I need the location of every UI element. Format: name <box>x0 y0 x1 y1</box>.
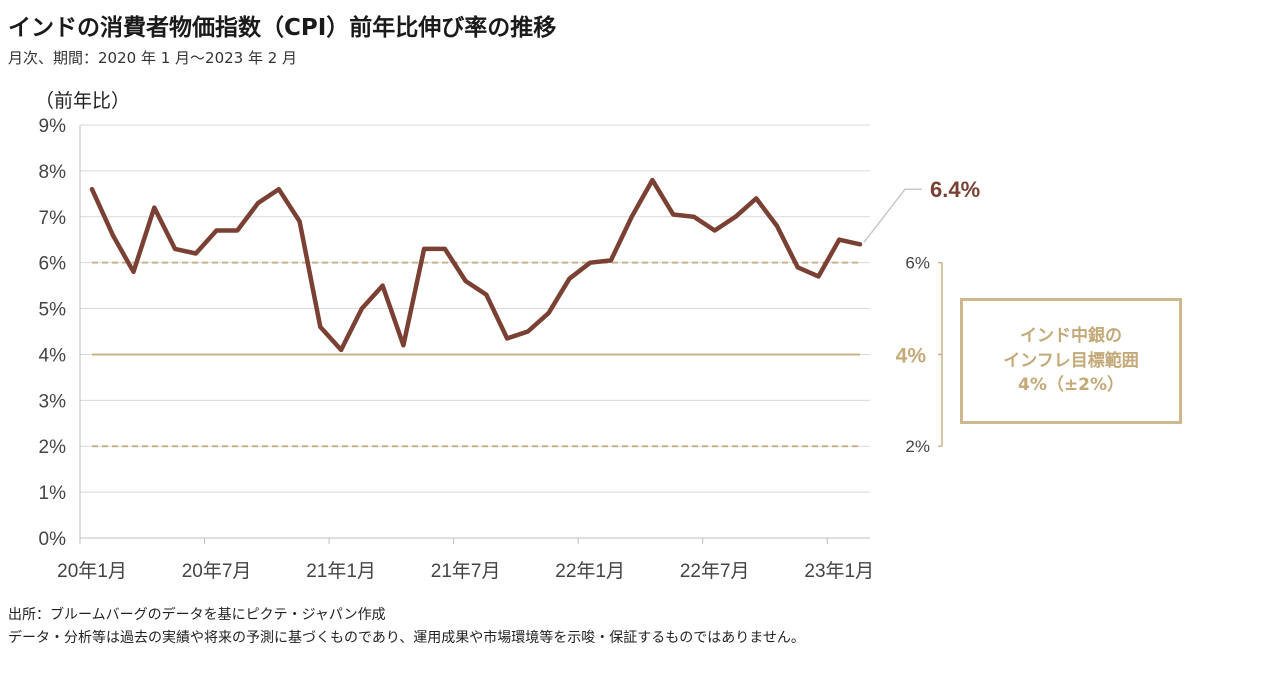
target-box-line3: 4%（±2%） <box>1018 375 1124 396</box>
inflation-target-box: インド中銀の インフレ目標範囲 4%（±2%） <box>960 298 1182 424</box>
y-tick-label: 9% <box>39 116 67 137</box>
y-tick-label: 7% <box>39 208 67 229</box>
x-tick-label: 20年7月 <box>182 560 252 582</box>
y-tick-label: 8% <box>39 162 67 183</box>
y-tick-label: 3% <box>39 391 67 412</box>
chart-subtitle: 月次、期間：2020 年 1 月～2023 年 2 月 <box>8 49 298 67</box>
x-tick-label: 22年1月 <box>555 560 625 582</box>
data-point <box>691 214 696 219</box>
data-point <box>837 237 842 242</box>
target-upper-label: 6% <box>905 254 930 273</box>
data-point <box>401 343 406 348</box>
data-point <box>380 283 385 288</box>
data-point <box>193 251 198 256</box>
x-tick-label: 20年1月 <box>57 560 127 582</box>
data-point <box>567 276 572 281</box>
y-tick-label: 1% <box>39 483 67 504</box>
data-point <box>297 219 302 224</box>
data-point <box>629 214 634 219</box>
data-point <box>608 258 613 263</box>
x-tick-label: 23年1月 <box>804 560 874 582</box>
target-box-line1: インド中銀の <box>1020 326 1122 347</box>
data-point <box>318 324 323 329</box>
y-tick-label: 2% <box>39 437 67 458</box>
x-tick-label: 21年1月 <box>306 560 376 582</box>
data-point <box>671 212 676 217</box>
data-point <box>173 246 178 251</box>
data-point <box>588 260 593 265</box>
y-tick-label: 0% <box>39 529 67 550</box>
disclaimer-note: データ・分析等は過去の実績や将来の予測に基づくものであり、運用成果や市場環境等を… <box>8 630 805 646</box>
data-point <box>733 214 738 219</box>
data-point <box>235 228 240 233</box>
data-point <box>339 347 344 352</box>
cpi-series-line <box>89 177 863 353</box>
last-value-label: 6.4% <box>930 177 980 202</box>
data-point <box>650 178 655 183</box>
data-point <box>90 187 94 192</box>
x-tick-label: 21年7月 <box>431 560 501 582</box>
data-point <box>795 265 800 270</box>
y-tick-label: 4% <box>39 345 67 366</box>
y-tick-label: 6% <box>39 254 67 275</box>
chart-title: インドの消費者物価指数（CPI）前年比伸び率の推移 <box>8 15 557 41</box>
data-point <box>816 274 821 279</box>
target-center-label: 4% <box>896 344 927 367</box>
data-point <box>131 269 136 274</box>
y-axis-label: （前年比） <box>35 90 130 112</box>
data-point <box>505 336 510 341</box>
data-point <box>359 306 364 311</box>
data-point <box>774 223 779 228</box>
x-tick-label: 22年7月 <box>680 560 750 582</box>
data-point <box>276 187 281 192</box>
data-point <box>422 246 427 251</box>
cpi-line-chart: 0% 1% 2% 3% 4% 5% 6% 7% 8% 9% （前年比） 20年1月 20年7月 21年1月… <box>35 90 980 582</box>
data-point <box>712 228 717 233</box>
target-box-line2: インフレ目標範囲 <box>1003 350 1139 371</box>
data-point <box>858 242 862 247</box>
data-point <box>214 228 219 233</box>
data-point <box>256 201 261 206</box>
last-value-leader <box>863 188 922 243</box>
data-point <box>525 329 530 334</box>
data-point <box>546 311 551 316</box>
data-point <box>152 205 157 210</box>
y-tick-label: 5% <box>39 300 67 321</box>
data-point <box>110 233 115 238</box>
source-note: 出所：ブルームバーグのデータを基にピクテ・ジャパン作成 <box>8 607 386 623</box>
data-point <box>754 196 759 201</box>
data-point <box>442 246 447 251</box>
data-point <box>463 279 468 284</box>
data-point <box>484 292 489 297</box>
target-lower-label: 2% <box>905 437 930 456</box>
